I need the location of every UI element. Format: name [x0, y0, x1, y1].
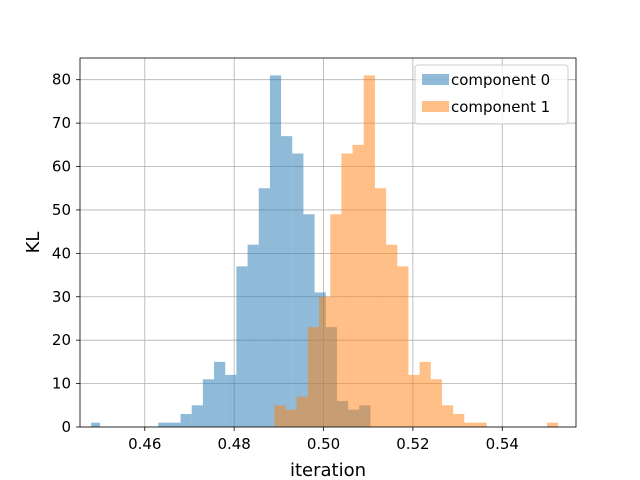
series-1-bars — [274, 75, 559, 427]
y-axis-ticks: 0 10 20 30 40 50 60 70 80 — [52, 71, 80, 436]
histogram-bar — [91, 422, 101, 427]
histogram-bar — [441, 405, 454, 427]
x-axis-ticks: 0.46 0.48 0.50 0.52 0.54 — [128, 427, 519, 453]
histogram-bar — [408, 374, 420, 427]
histogram-bar — [169, 422, 181, 427]
y-axis-label: KL — [23, 232, 44, 254]
histogram-bar — [274, 405, 286, 427]
legend-label: component 1 — [451, 98, 550, 116]
histogram-bar — [180, 413, 192, 427]
histogram-bar — [292, 153, 304, 427]
histogram-bar — [258, 188, 270, 427]
histogram-bar — [546, 422, 559, 427]
histogram-bar — [307, 327, 320, 427]
grid-lines — [80, 58, 576, 428]
histogram-bar — [464, 422, 476, 427]
histogram-bar — [341, 153, 353, 427]
y-tick-label: 10 — [52, 375, 71, 393]
histogram-bar — [281, 136, 293, 427]
histogram-bar — [475, 422, 487, 427]
y-tick-label: 60 — [52, 158, 71, 176]
legend-label: component 0 — [451, 71, 550, 89]
y-tick-label: 30 — [52, 288, 71, 306]
plot-frame — [79, 57, 577, 428]
histogram-bar — [269, 75, 282, 427]
legend-box — [414, 64, 569, 125]
legend-swatch — [422, 74, 449, 85]
x-tick-label: 0.52 — [396, 435, 429, 453]
histogram-bar — [225, 374, 237, 427]
histogram-bar — [214, 361, 226, 427]
legend-swatch — [422, 101, 449, 112]
y-tick-label: 50 — [52, 201, 71, 219]
histogram-bar — [363, 75, 375, 427]
histogram-bar — [374, 188, 387, 427]
histogram-bar — [158, 422, 170, 427]
y-tick-label: 40 — [52, 244, 71, 262]
histogram-bar — [319, 296, 331, 427]
y-tick-label: 20 — [52, 331, 71, 349]
y-tick-label: 70 — [52, 114, 71, 132]
histogram-bar — [296, 396, 308, 427]
histogram-bar — [430, 379, 442, 427]
histogram-bar — [330, 214, 342, 427]
histogram-bar — [453, 413, 465, 427]
histogram-bar — [236, 266, 248, 427]
histogram-bar — [397, 266, 409, 427]
x-tick-label: 0.50 — [307, 435, 340, 453]
legend: component 0 component 1 — [414, 64, 569, 125]
histogram-bar — [191, 405, 203, 427]
x-axis-label: iteration — [290, 460, 366, 480]
histogram-bars — [91, 75, 559, 427]
x-tick-label: 0.48 — [217, 435, 250, 453]
x-tick-label: 0.54 — [486, 435, 519, 453]
x-tick-label: 0.46 — [128, 435, 161, 453]
histogram-bar — [247, 244, 259, 427]
histogram-bar — [352, 144, 364, 427]
histogram-bar — [202, 379, 215, 427]
y-tick-label: 80 — [52, 71, 71, 89]
histogram-bar — [285, 409, 297, 427]
histogram-bar — [303, 214, 315, 427]
histogram-bar — [386, 244, 398, 427]
histogram-bar — [419, 361, 431, 427]
y-tick-label: 0 — [61, 418, 71, 436]
